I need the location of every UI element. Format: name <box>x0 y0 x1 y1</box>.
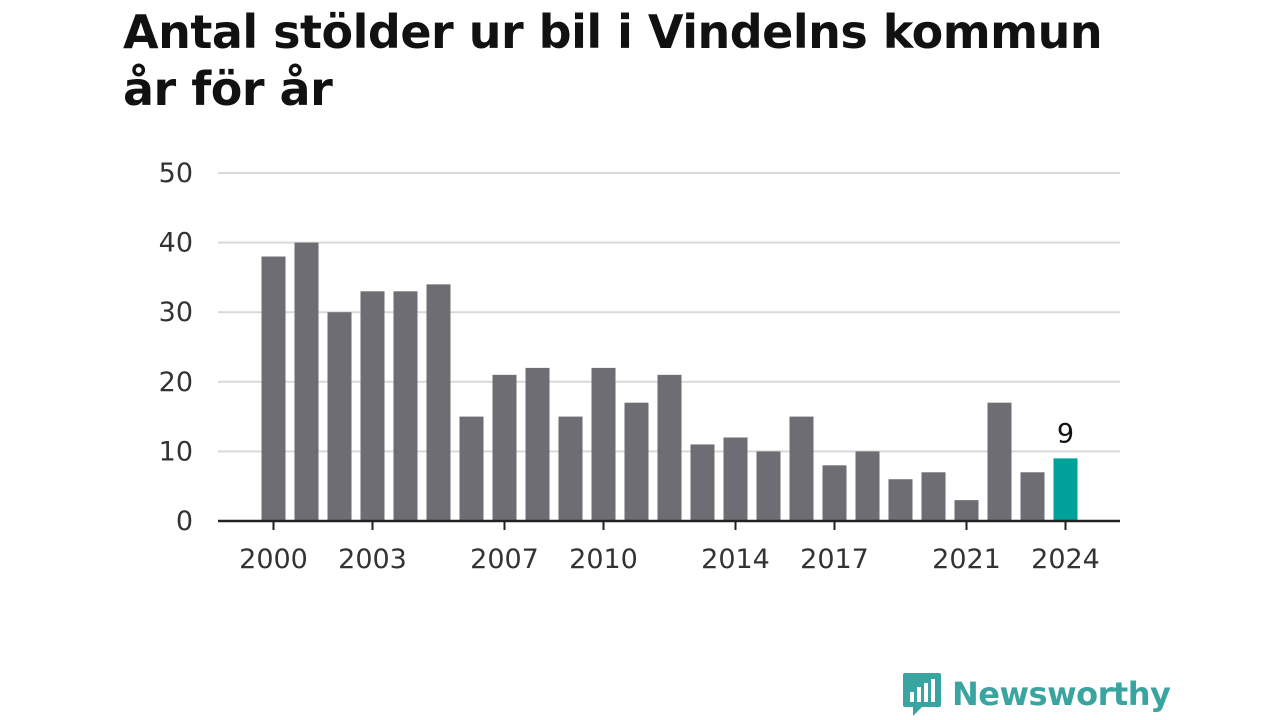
chart-title-line-1: Antal stölder ur bil i Vindelns kommun <box>123 5 1103 59</box>
data-label-2024: 9 <box>1057 418 1074 449</box>
bar-2005 <box>426 284 451 521</box>
x-axis: 2000 2003 2007 2010 2014 2017 2021 2024 <box>218 519 1120 575</box>
bar-2022 <box>987 402 1012 521</box>
y-tick-label: 40 <box>159 228 193 259</box>
bar-2003 <box>360 291 385 521</box>
bars <box>261 242 1078 521</box>
y-axis-tick-labels: 0 10 20 30 40 50 <box>159 158 193 537</box>
bar-2019 <box>888 479 913 521</box>
bar-2015 <box>756 451 781 521</box>
x-tick-label: 2000 <box>239 544 308 575</box>
bar-2011 <box>624 402 649 521</box>
bar-2018 <box>855 451 880 521</box>
bar-2006 <box>459 416 484 521</box>
bar-2002 <box>327 312 352 521</box>
bar-2010 <box>591 367 616 521</box>
newsworthy-logo-icon <box>903 673 941 716</box>
bar-2017 <box>822 465 847 521</box>
bar-2024 <box>1053 458 1078 521</box>
y-tick-label: 30 <box>159 297 193 328</box>
bar-2014 <box>723 437 748 521</box>
x-tick-label: 2010 <box>569 544 638 575</box>
bar-2009 <box>558 416 583 521</box>
x-tick-label: 2014 <box>701 544 770 575</box>
bar-2023 <box>1020 472 1045 521</box>
bar-2000 <box>261 256 286 521</box>
x-tick-label: 2021 <box>932 544 1001 575</box>
y-tick-label: 50 <box>159 158 193 189</box>
y-tick-label: 10 <box>159 436 193 467</box>
bar-2020 <box>921 472 946 521</box>
chart-title-line-2: år för år <box>123 62 333 116</box>
chart-title: Antal stölder ur bil i Vindelns kommun å… <box>123 4 1163 118</box>
bar-2013 <box>690 444 715 521</box>
bar-2021 <box>954 500 979 521</box>
bar-2016 <box>789 416 814 521</box>
y-tick-label: 20 <box>159 367 193 398</box>
x-tick-label: 2003 <box>338 544 407 575</box>
bar-2008 <box>525 367 550 521</box>
bar-2007 <box>492 374 517 521</box>
x-tick-label: 2017 <box>800 544 869 575</box>
bar-2012 <box>657 374 682 521</box>
data-labels: 9 <box>1057 418 1074 449</box>
newsworthy-brand: Newsworthy <box>902 671 1171 717</box>
y-tick-label: 0 <box>176 506 193 537</box>
bar-2001 <box>294 242 319 521</box>
x-tick-label: 2024 <box>1031 544 1100 575</box>
bar-2004 <box>393 291 418 521</box>
x-tick-label: 2007 <box>470 544 539 575</box>
brand-name: Newsworthy <box>952 675 1171 713</box>
